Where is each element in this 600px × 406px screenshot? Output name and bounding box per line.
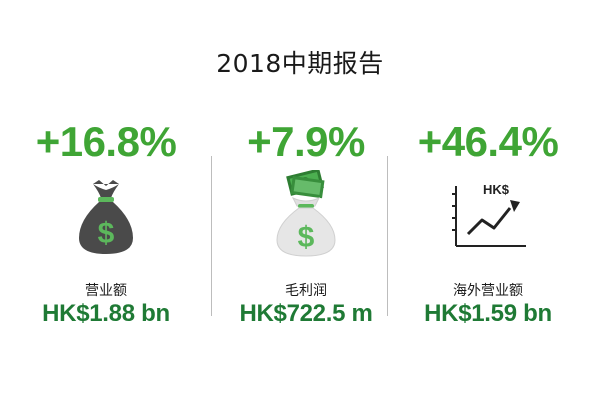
metric-value: HK$722.5 m: [239, 300, 373, 327]
svg-text:$: $: [98, 217, 115, 250]
metric-change: +7.9%: [247, 118, 365, 165]
svg-text:$: $: [298, 221, 315, 254]
growth-chart-icon: HK$: [446, 180, 530, 256]
money-bag-cash-icon: $: [271, 168, 341, 262]
column-divider: [211, 156, 212, 316]
report-title: 2018中期报告: [216, 49, 384, 78]
metric-label: 毛利润: [285, 283, 327, 299]
metric-value: HK$1.59 bn: [424, 300, 552, 327]
metric-label: 海外营业额: [453, 283, 523, 299]
metric-overseas-revenue: +46.4% HK$ 海外营业额 HK$1.59 bn: [394, 118, 582, 338]
money-bag-dark-icon: $: [71, 180, 141, 260]
metric-change: +16.8%: [35, 118, 177, 165]
metric-revenue: +16.8% $ 营业额 HK$1.88 bn: [12, 118, 200, 338]
column-divider: [387, 156, 388, 316]
metric-label: 营业额: [85, 283, 127, 299]
icon-currency-label: HK$: [483, 182, 510, 197]
metric-gross-profit: +7.9% $ 毛利润 HK$722.5 m: [212, 118, 400, 338]
metric-value: HK$1.88 bn: [42, 300, 170, 327]
metric-change: +46.4%: [417, 118, 559, 165]
